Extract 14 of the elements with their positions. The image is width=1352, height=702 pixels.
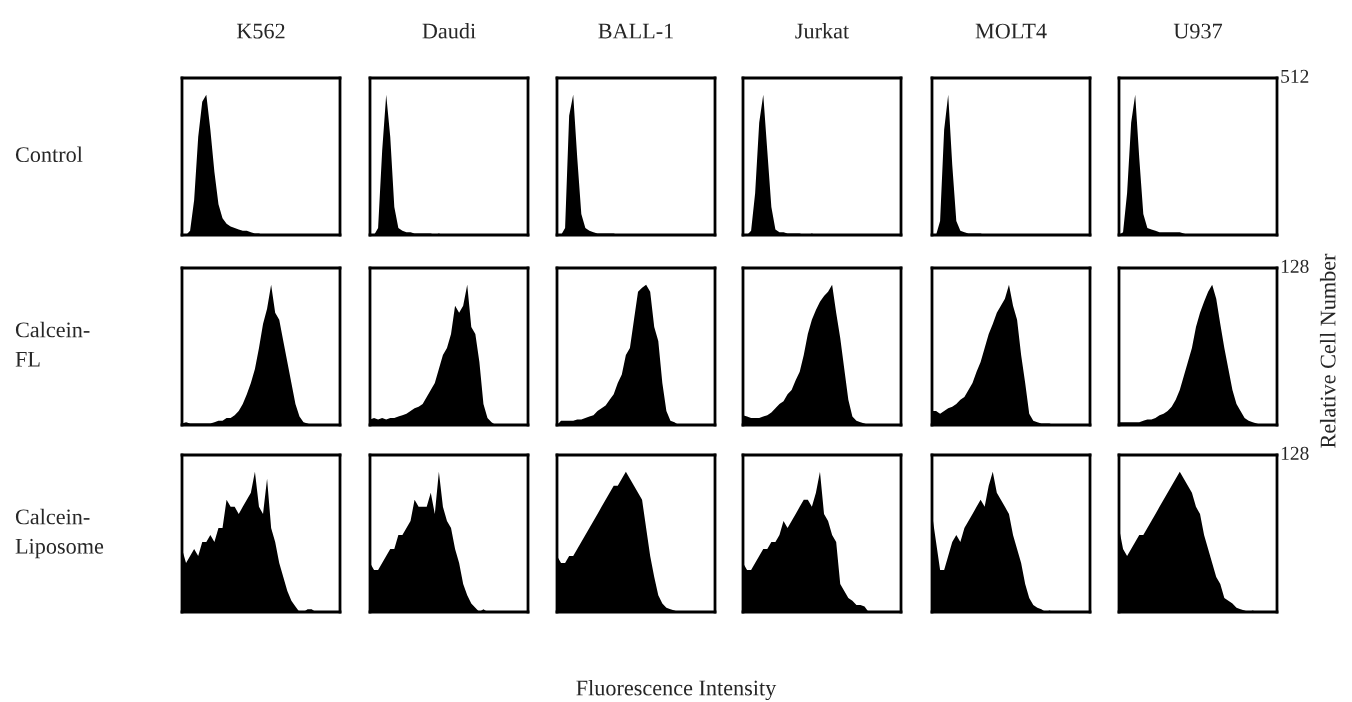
text: 128 bbox=[1281, 446, 1309, 460]
chart-title: Jurkat bbox=[795, 22, 850, 39]
y-axis-title: Control bbox=[15, 146, 83, 163]
y-axis-title: Calcein- Liposome bbox=[15, 508, 104, 559]
chart-title: MOLT4 bbox=[975, 23, 1047, 39]
y-axis-title: Calcein- FL bbox=[15, 321, 90, 367]
text: 512 bbox=[1281, 69, 1309, 83]
chart-title: U937 bbox=[1173, 23, 1223, 39]
text: Fluorescence Intensity bbox=[576, 679, 777, 701]
chart-title: K562 bbox=[236, 23, 285, 39]
y2-axis-title: Relative Cell Number bbox=[1319, 253, 1336, 448]
chart-title: BALL-1 bbox=[598, 23, 673, 39]
text: 128 bbox=[1281, 259, 1309, 273]
chart-title: Daudi bbox=[422, 22, 476, 39]
